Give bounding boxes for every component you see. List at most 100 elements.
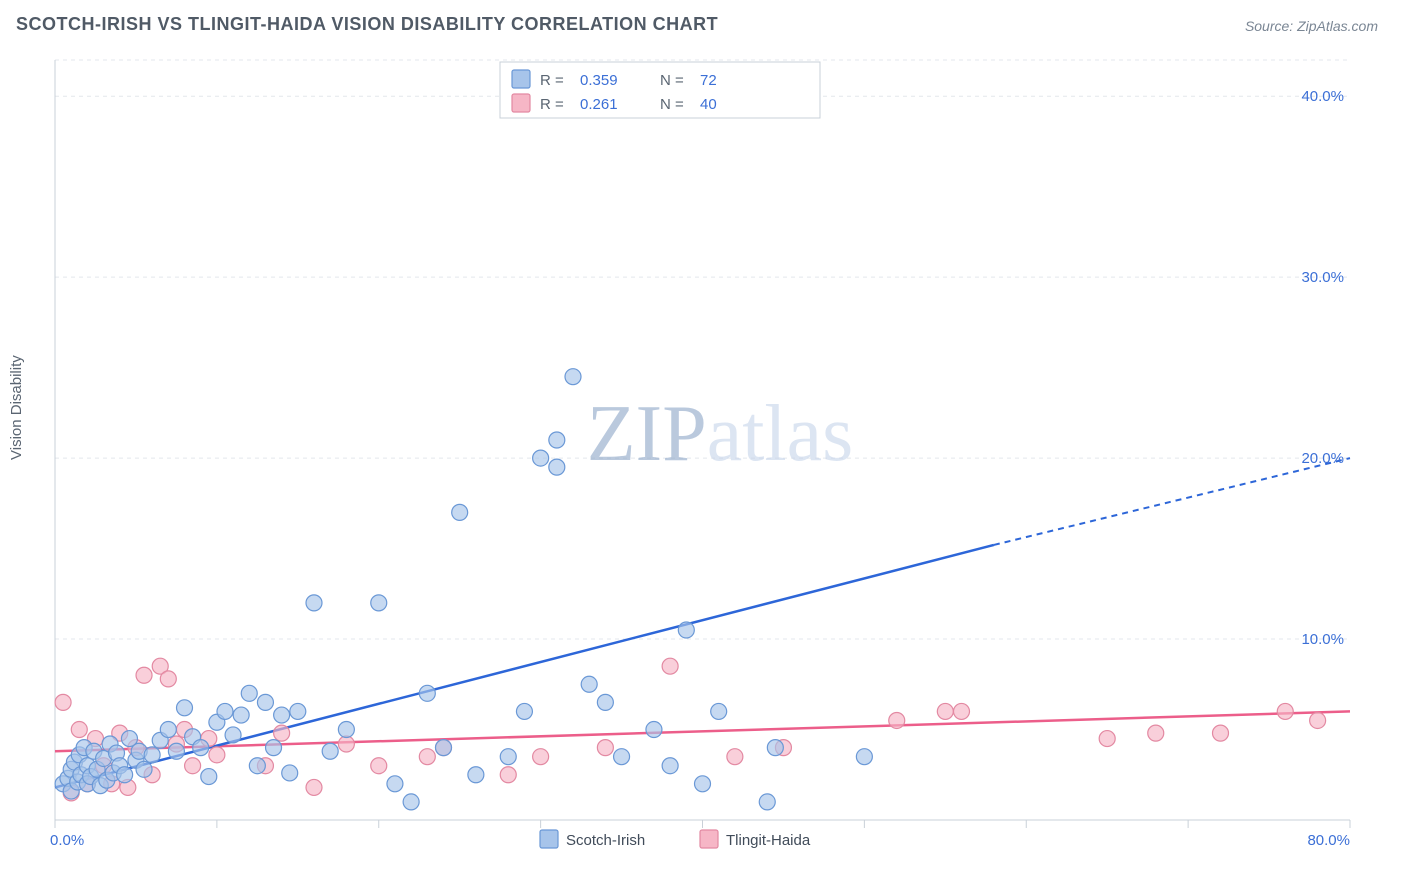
y-tick-label: 10.0%	[1301, 631, 1344, 648]
stats-swatch-pink	[512, 94, 530, 112]
plot-area: ZIPatlas 10.0% 20.0% 30.0% 40.0% 0.0% 80.0%…	[50, 50, 1380, 850]
data-point	[695, 776, 711, 792]
stats-n-val-2: 40	[700, 96, 717, 113]
data-point	[371, 595, 387, 611]
data-point	[1099, 731, 1115, 747]
stats-n-val-1: 72	[700, 72, 717, 89]
data-point	[468, 767, 484, 783]
data-point	[136, 667, 152, 683]
data-point	[614, 749, 630, 765]
data-point	[419, 685, 435, 701]
legend-label-2: Tlingit-Haida	[726, 832, 811, 849]
data-point	[160, 671, 176, 687]
data-point	[55, 694, 71, 710]
data-point	[516, 703, 532, 719]
data-point	[1213, 725, 1229, 741]
grid-group	[55, 60, 1350, 639]
data-point	[217, 703, 233, 719]
y-tick-label: 20.0%	[1301, 450, 1344, 467]
data-point	[338, 736, 354, 752]
data-point	[257, 694, 273, 710]
data-point	[193, 740, 209, 756]
stats-box: R = 0.359 N = 72 R = 0.261 N = 40	[500, 62, 820, 118]
stats-n-label-1: N =	[660, 72, 684, 89]
data-point	[954, 703, 970, 719]
stats-r-label-2: R =	[540, 96, 564, 113]
stats-r-val-1: 0.359	[580, 72, 618, 89]
data-point	[759, 794, 775, 810]
data-point	[937, 703, 953, 719]
data-point	[565, 369, 581, 385]
data-point	[209, 747, 225, 763]
legend-label-1: Scotch-Irish	[566, 832, 645, 849]
data-point	[500, 749, 516, 765]
data-point	[177, 700, 193, 716]
data-point	[241, 685, 257, 701]
data-point	[225, 727, 241, 743]
data-point	[290, 703, 306, 719]
data-point	[678, 622, 694, 638]
data-point	[856, 749, 872, 765]
data-point	[282, 765, 298, 781]
data-point	[597, 740, 613, 756]
data-point	[597, 694, 613, 710]
data-point	[71, 722, 87, 738]
y-axis-label: Vision Disability	[8, 355, 25, 460]
data-point	[767, 740, 783, 756]
data-point	[1310, 712, 1326, 728]
y-tick-label: 40.0%	[1301, 88, 1344, 105]
data-point	[533, 749, 549, 765]
stats-r-label-1: R =	[540, 72, 564, 89]
data-point	[403, 794, 419, 810]
data-point	[549, 459, 565, 475]
legend-swatch-1	[540, 830, 558, 848]
data-point	[533, 450, 549, 466]
watermark: ZIPatlas	[587, 390, 854, 478]
plot-svg: ZIPatlas 10.0% 20.0% 30.0% 40.0% 0.0% 80.0%…	[50, 50, 1380, 850]
data-point	[1148, 725, 1164, 741]
data-point	[1277, 703, 1293, 719]
data-point	[160, 722, 176, 738]
data-point	[201, 769, 217, 785]
legend-swatch-2	[700, 830, 718, 848]
legend: Scotch-Irish Tlingit-Haida	[540, 830, 811, 849]
chart-container: SCOTCH-IRISH VS TLINGIT-HAIDA VISION DIS…	[0, 0, 1406, 892]
data-point	[274, 707, 290, 723]
data-point	[646, 722, 662, 738]
data-point	[436, 740, 452, 756]
x-end-label: 80.0%	[1307, 832, 1350, 849]
data-point	[452, 504, 468, 520]
data-point	[136, 761, 152, 777]
data-point	[322, 743, 338, 759]
data-point	[662, 758, 678, 774]
data-point	[549, 432, 565, 448]
data-point	[233, 707, 249, 723]
data-point	[338, 722, 354, 738]
data-point	[387, 776, 403, 792]
data-point	[144, 747, 160, 763]
data-point	[266, 740, 282, 756]
data-point	[581, 676, 597, 692]
chart-title: SCOTCH-IRISH VS TLINGIT-HAIDA VISION DIS…	[16, 14, 718, 35]
data-point	[185, 758, 201, 774]
data-point	[711, 703, 727, 719]
data-point	[889, 712, 905, 728]
data-point	[662, 658, 678, 674]
stats-n-label-2: N =	[660, 96, 684, 113]
y-tick-label: 30.0%	[1301, 269, 1344, 286]
data-point	[500, 767, 516, 783]
data-point	[117, 767, 133, 783]
data-point	[168, 743, 184, 759]
stats-r-val-2: 0.261	[580, 96, 618, 113]
data-point	[727, 749, 743, 765]
x-origin-label: 0.0%	[50, 832, 84, 849]
data-point	[274, 725, 290, 741]
y-tick-labels: 10.0% 20.0% 30.0% 40.0%	[1301, 88, 1344, 648]
source-label: Source: ZipAtlas.com	[1245, 18, 1378, 34]
data-point	[371, 758, 387, 774]
scatter-pink	[55, 658, 1326, 801]
data-point	[419, 749, 435, 765]
x-ticks	[55, 820, 1350, 828]
data-point	[249, 758, 265, 774]
data-point	[306, 779, 322, 795]
